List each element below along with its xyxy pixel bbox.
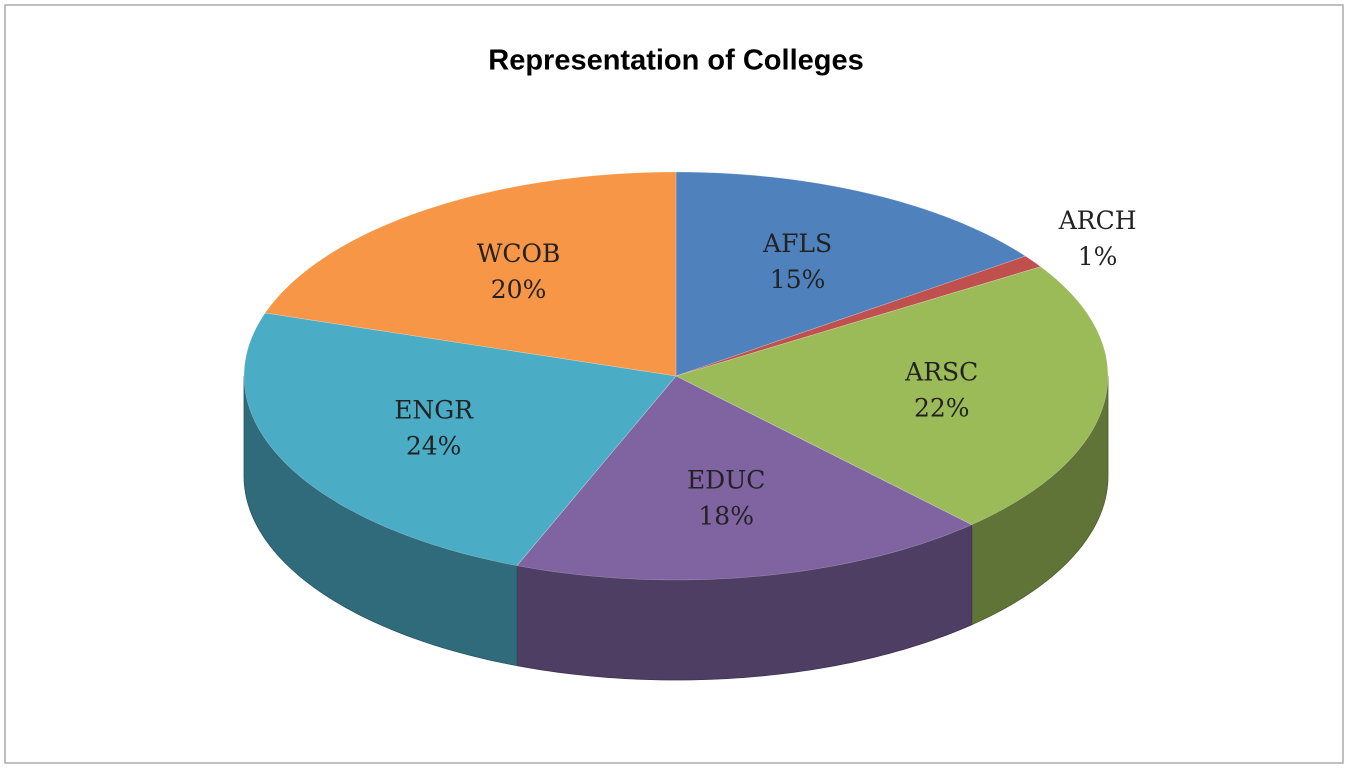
slice-value-label: 15% [770,265,826,294]
slice-value-label: 24% [406,431,462,460]
chart-title: Representation of Colleges [488,45,863,77]
slice-value-label: 22% [914,393,970,422]
pie-slice [264,171,677,377]
slice-label: ARSC [904,357,978,386]
pie-slice [675,171,1027,377]
slice-label: AFLS [762,229,832,258]
slice-label: ARCH [1058,206,1137,235]
slice-value-label: 18% [698,502,754,531]
slice-label: ENGR [394,395,474,424]
slice-label: WCOB [477,239,561,268]
slice-label: EDUC [687,466,766,495]
slice-value-label: 1% [1078,242,1118,271]
pie-slice [516,375,973,581]
slice-value-label: 20% [491,275,547,304]
pie-slice [675,255,1042,377]
pie-slice [243,312,677,567]
pie-slice-side [243,375,518,667]
pie-slice [675,266,1109,526]
